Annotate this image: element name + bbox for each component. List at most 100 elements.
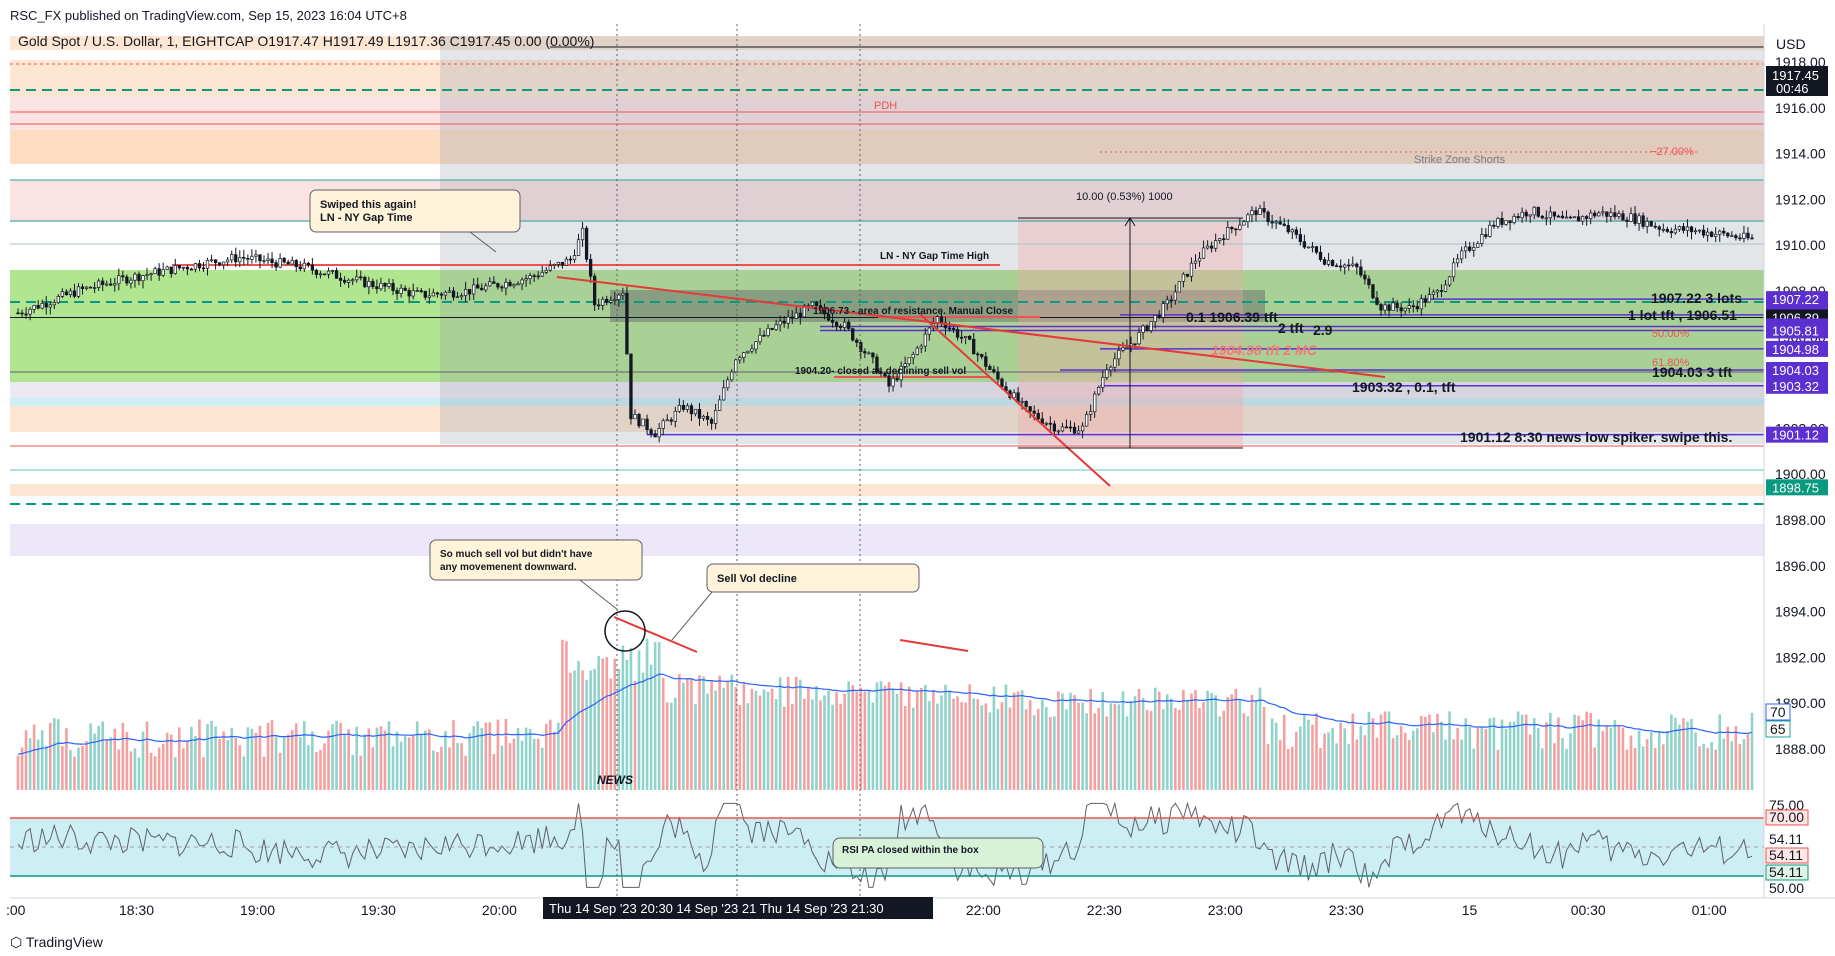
candle-body — [1266, 211, 1270, 223]
volume-bar — [436, 752, 439, 790]
candle-body — [64, 291, 69, 295]
volume-bar — [569, 672, 572, 790]
candle-body — [681, 405, 686, 410]
volume-bar — [1210, 692, 1213, 790]
candle-body — [834, 322, 839, 327]
candle-body — [1379, 304, 1383, 311]
candle-body — [576, 239, 581, 256]
volume-bar — [911, 707, 915, 790]
volume-bar — [77, 747, 80, 790]
volume-bar — [504, 718, 508, 790]
volume-bar — [1629, 735, 1633, 790]
candle-body — [1625, 219, 1629, 222]
candle-body — [97, 280, 101, 288]
volume-bar — [1670, 714, 1673, 790]
volume-bar — [512, 738, 516, 790]
candle-body — [762, 334, 766, 337]
volume-bar — [1020, 690, 1024, 790]
candle-body — [1201, 247, 1206, 259]
volume-bar — [786, 676, 790, 790]
volume-bar — [165, 732, 169, 790]
volume-bar — [464, 755, 467, 790]
volume-bar — [1532, 718, 1536, 790]
candle-body — [1298, 234, 1303, 242]
candle-body — [1734, 235, 1738, 239]
volume-bar — [101, 721, 104, 790]
candle-body — [56, 296, 60, 304]
candle-body — [1347, 264, 1351, 267]
candle-body — [955, 329, 960, 338]
volume-bar — [1097, 708, 1101, 790]
volume-bar — [1484, 729, 1488, 790]
volume-bar — [657, 642, 661, 790]
price-tag-bg — [1766, 340, 1828, 357]
r29-label: 2.9 — [1313, 322, 1333, 338]
volume-bar — [153, 756, 157, 790]
time-tick: 01:00 — [1692, 902, 1727, 918]
volume-bar — [480, 728, 484, 790]
volume-bar — [1375, 737, 1379, 790]
volume-bar — [375, 727, 379, 790]
currency-label[interactable]: USD — [1776, 36, 1806, 52]
volume-bar — [145, 721, 149, 790]
candle-body — [899, 366, 903, 381]
volume-bar — [984, 703, 988, 790]
orange-band-4 — [10, 484, 1764, 496]
candle-body — [613, 299, 617, 301]
volume-bar — [637, 650, 641, 790]
volume-bar — [992, 686, 996, 790]
candle-body — [980, 354, 984, 358]
candle-body — [290, 260, 294, 265]
volume-bar — [714, 690, 717, 790]
candle-body — [677, 405, 681, 412]
candle-body — [1060, 426, 1065, 432]
rsi-tag-bg — [1766, 832, 1808, 847]
candle-body — [1540, 215, 1544, 219]
candle-body — [907, 357, 911, 365]
volume-bar — [32, 724, 36, 790]
volume-bar — [282, 736, 286, 790]
volume-bar — [819, 700, 822, 790]
candle-body — [843, 321, 847, 328]
candle-body — [342, 279, 347, 283]
candle-body — [1742, 232, 1746, 239]
candle-body — [568, 258, 573, 261]
volume-bar — [1299, 726, 1302, 790]
candle-body — [1314, 246, 1319, 253]
volume-bar — [1569, 733, 1572, 790]
candle-body — [713, 410, 718, 424]
volume-bar — [69, 750, 72, 790]
volume-bar — [1536, 728, 1540, 790]
volume-bar — [496, 719, 500, 790]
candle-body — [1464, 246, 1468, 252]
volume-bar — [1000, 702, 1004, 790]
candle-body — [1524, 211, 1528, 217]
volume-bar — [403, 735, 407, 790]
volume-bar — [1508, 721, 1512, 790]
volume-bar — [601, 658, 605, 790]
volume-bar — [1004, 684, 1008, 790]
volume-bar — [97, 725, 100, 790]
candle-body — [992, 369, 996, 373]
candle-body — [484, 285, 488, 291]
volume-bar — [1295, 731, 1298, 790]
volume-bar — [1109, 703, 1113, 790]
candle-body — [1254, 210, 1258, 215]
candle-body — [40, 303, 44, 309]
volume-bar — [823, 695, 826, 790]
volume-bar — [1065, 709, 1068, 790]
volume-bar — [605, 657, 609, 790]
volume-bar — [1008, 707, 1012, 790]
candle-body — [556, 261, 561, 265]
volume-bar — [1202, 702, 1205, 790]
volume-bar — [702, 676, 705, 790]
volume-bar — [1746, 734, 1750, 790]
candle-body — [1363, 274, 1367, 280]
volume-bar — [948, 690, 951, 790]
candle-body — [1339, 265, 1343, 268]
candle-body — [855, 339, 859, 343]
candle-body — [197, 263, 202, 269]
candle-body — [673, 410, 677, 422]
candle-body — [334, 270, 339, 279]
